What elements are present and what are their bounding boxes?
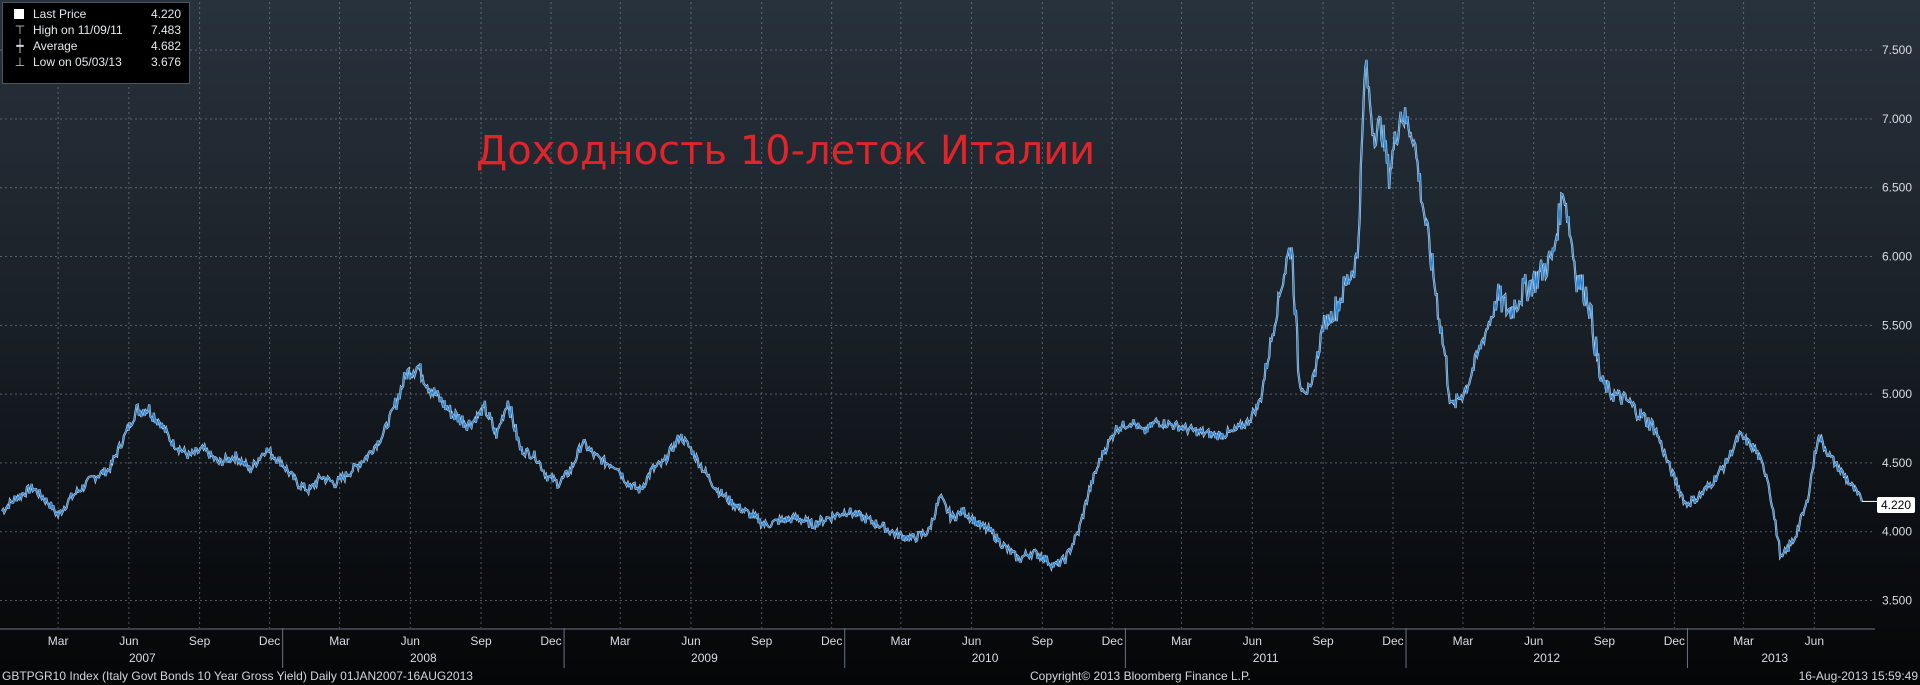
legend-box: Last Price 4.220 ⊤ High on 11/09/11 7.48… (2, 2, 190, 84)
legend-row-low: ⊥ Low on 05/03/13 3.676 (9, 55, 185, 70)
legend-value: 4.220 (150, 7, 181, 21)
year-label: 2013 (1761, 651, 1788, 665)
x-tick-label: Sep (1312, 634, 1334, 648)
legend-value: 7.483 (150, 23, 181, 37)
footer-copyright: Copyright© 2013 Bloomberg Finance L.P. (1030, 669, 1251, 683)
high-marker-icon: ⊤ (14, 23, 26, 37)
y-tick-label: 5.500 (1882, 318, 1912, 332)
y-tick-label: 7.000 (1882, 112, 1912, 126)
y-tick-label: 3.500 (1882, 593, 1912, 607)
average-line-icon: ┿ (16, 39, 24, 53)
x-tick-label: Mar (1453, 634, 1474, 648)
legend-row-last-price: Last Price 4.220 (9, 7, 185, 22)
x-tick-label: Dec (1102, 634, 1123, 648)
low-marker-icon: ⊥ (14, 55, 26, 69)
y-tick-label: 5.000 (1882, 387, 1912, 401)
x-tick-label: Mar (1171, 634, 1192, 648)
x-tick-label: Dec (259, 634, 280, 648)
x-tick-label: Sep (470, 634, 492, 648)
year-label: 2007 (129, 651, 156, 665)
x-tick-label: Mar (610, 634, 631, 648)
year-label: 2008 (410, 651, 437, 665)
white-square-icon (14, 9, 24, 19)
last-price-badge: 4.220 (1877, 497, 1915, 513)
y-tick-label: 6.000 (1882, 250, 1912, 264)
footer-ticker: GBTPGR10 Index (Italy Govt Bonds 10 Year… (2, 669, 473, 683)
year-label: 2011 (1253, 651, 1279, 665)
chart-annotation: Доходность 10-леток Италии (476, 128, 1096, 174)
legend-row-high: ⊤ High on 11/09/11 7.483 (9, 23, 185, 38)
x-tick-label: Mar (1733, 634, 1754, 648)
footer-timestamp: 16-Aug-2013 15:59:49 (1798, 669, 1918, 683)
x-tick-label: Mar (329, 634, 350, 648)
x-tick-label: Sep (1032, 634, 1054, 648)
x-tick-label: Sep (1594, 634, 1616, 648)
x-tick-label: Jun (401, 634, 420, 648)
legend-row-average: ┿ Average 4.682 (9, 39, 185, 54)
y-tick-label: 4.500 (1882, 456, 1912, 470)
x-tick-label: Dec (1382, 634, 1403, 648)
price-line (1, 59, 1863, 571)
x-tick-label: Jun (1805, 634, 1824, 648)
legend-value: 4.682 (150, 39, 181, 53)
year-label: 2010 (972, 651, 999, 665)
y-tick-label: 7.500 (1882, 43, 1912, 57)
x-tick-label: Sep (751, 634, 773, 648)
x-tick-label: Dec (1664, 634, 1685, 648)
x-tick-label: Jun (962, 634, 981, 648)
x-tick-label: Jun (681, 634, 700, 648)
x-tick-label: Dec (540, 634, 561, 648)
x-tick-label: Dec (821, 634, 842, 648)
year-label: 2012 (1533, 651, 1560, 665)
x-tick-label: Jun (1524, 634, 1543, 648)
legend-label: Last Price (33, 7, 87, 21)
x-tick-label: Mar (891, 634, 912, 648)
x-tick-label: Jun (1243, 634, 1262, 648)
y-tick-label: 4.000 (1882, 525, 1912, 539)
y-tick-label: 6.500 (1882, 181, 1912, 195)
year-label: 2009 (691, 651, 718, 665)
legend-label: High on 11/09/11 (33, 23, 123, 37)
x-tick-label: Jun (119, 634, 138, 648)
x-tick-label: Mar (48, 634, 69, 648)
x-tick-label: Sep (189, 634, 211, 648)
legend-label: Low on 05/03/13 (33, 55, 122, 69)
legend-value: 3.676 (150, 55, 181, 69)
legend-label: Average (33, 39, 78, 53)
